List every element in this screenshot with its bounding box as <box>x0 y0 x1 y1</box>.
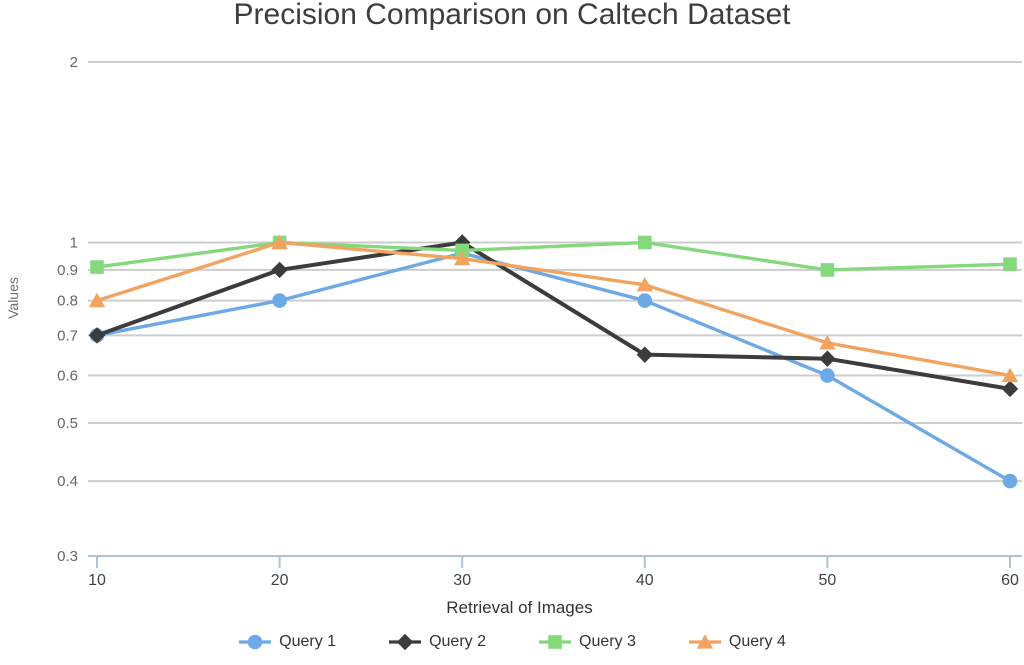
x-tick-label: 50 <box>819 572 837 589</box>
y-axis-title: Values <box>5 277 21 319</box>
x-tick-label: 20 <box>271 572 289 589</box>
legend-marker <box>548 635 562 649</box>
series-marker-triangle <box>636 277 653 292</box>
series-query-4 <box>88 234 1019 383</box>
legend-label: Query 4 <box>728 633 786 650</box>
y-tick-label: 0.5 <box>57 415 78 432</box>
legend-item-query-4: Query 4 <box>688 633 786 651</box>
diamond-legend-icon <box>389 633 422 651</box>
y-tick-label: 0.6 <box>57 368 78 385</box>
series-marker-circle <box>637 293 653 308</box>
series-marker-circle <box>272 293 287 308</box>
legend-label: Query 2 <box>429 633 486 650</box>
chart-legend: Query 1 Query 2 Query 3 Query 4 <box>0 633 1024 651</box>
series-marker-diamond <box>819 350 836 367</box>
x-tick-label: 40 <box>636 572 654 589</box>
legend-label: Query 3 <box>579 633 636 650</box>
series-line <box>95 240 1012 378</box>
circle-legend-icon <box>239 634 272 650</box>
y-tick-label: 1 <box>70 234 78 251</box>
x-tick-label: 30 <box>453 572 471 589</box>
series-marker-diamond <box>271 261 288 279</box>
series-line <box>95 251 1012 483</box>
x-axis-title: Retrieval of Images <box>446 598 593 617</box>
legend-label: Query 1 <box>279 633 337 650</box>
y-tick-label: 0.9 <box>57 262 78 279</box>
series-marker-square <box>455 243 469 258</box>
series-marker-triangle <box>454 250 471 266</box>
series-marker-square <box>1003 257 1017 272</box>
y-tick-label: 0.4 <box>57 473 78 490</box>
y-tick-label: 0.8 <box>57 293 78 310</box>
legend-item-query-2: Query 2 <box>388 633 486 651</box>
x-tick-label: 10 <box>88 572 106 589</box>
series-marker-triangle <box>819 335 836 350</box>
series-line <box>95 240 1012 391</box>
series-marker-diamond <box>88 327 106 344</box>
x-tick-label: 60 <box>1001 572 1019 589</box>
chart-title: Precision Comparison on Caltech Dataset <box>233 0 791 31</box>
y-tick-label: 0.3 <box>57 548 78 565</box>
y-tick-label: 2 <box>70 54 78 71</box>
series-marker-diamond <box>636 346 653 363</box>
series-marker-circle <box>820 368 835 383</box>
series-marker-square <box>820 263 835 277</box>
legend-marker <box>247 634 263 650</box>
legend-item-query-1: Query 1 <box>238 633 336 651</box>
series-line <box>95 240 1012 272</box>
series-marker-triangle <box>271 234 288 250</box>
series-marker-square <box>90 260 104 274</box>
legend-marker <box>396 633 414 651</box>
series-marker-diamond <box>1001 380 1019 398</box>
series-marker-square <box>638 235 652 250</box>
triangle-legend-icon <box>688 634 721 649</box>
series-marker-triangle <box>88 292 106 308</box>
series-marker-circle <box>1002 473 1018 489</box>
legend-item-query-3: Query 3 <box>538 633 636 651</box>
square-legend-icon <box>539 635 571 649</box>
legend-marker <box>696 634 714 649</box>
y-tick-label: 0.7 <box>57 327 78 344</box>
series-marker-triangle <box>1001 367 1019 383</box>
series-query-2 <box>88 234 1019 398</box>
